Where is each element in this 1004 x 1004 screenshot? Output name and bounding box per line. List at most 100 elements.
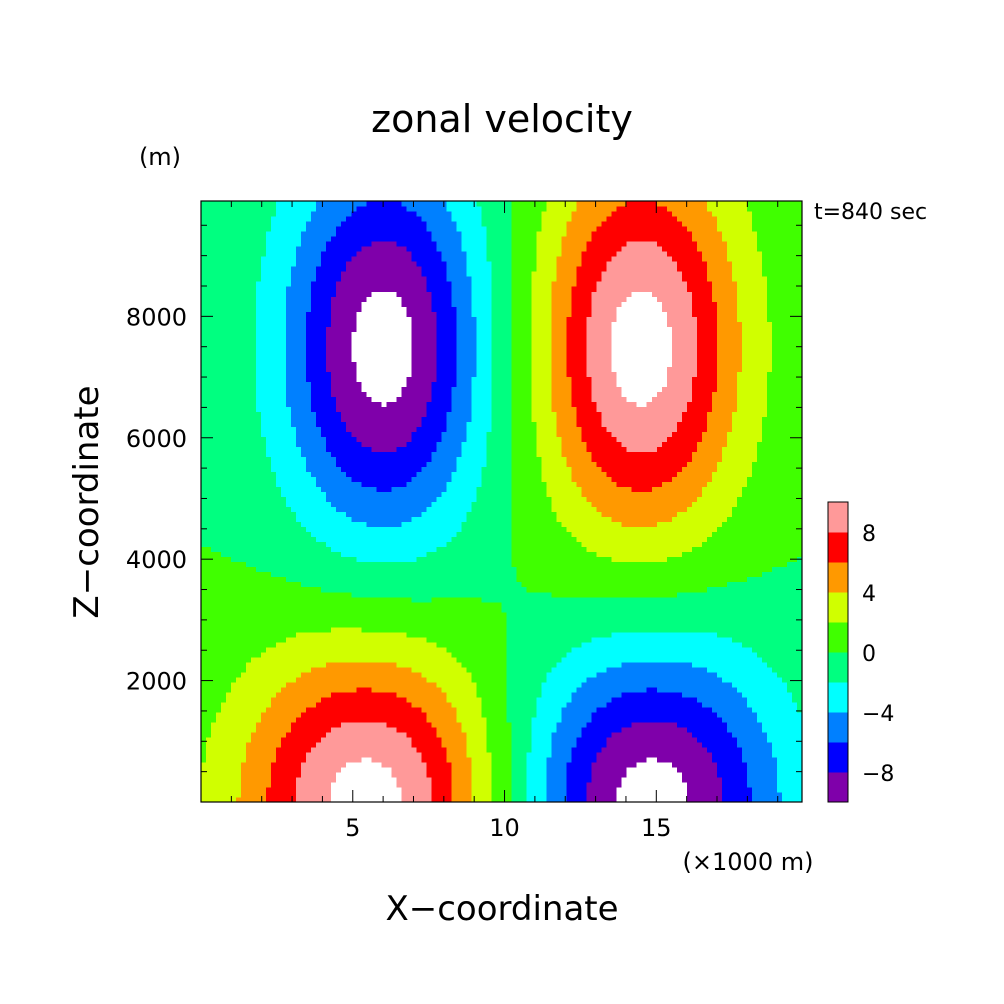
contour-cell: [346, 671, 352, 678]
contour-cell: [316, 216, 322, 222]
contour-cell: [221, 446, 227, 453]
contour-cell: [306, 281, 312, 287]
contour-cell: [286, 451, 292, 458]
contour-cell: [281, 526, 287, 533]
contour-cell: [276, 451, 282, 458]
contour-cell: [331, 346, 337, 352]
contour-cell: [376, 416, 382, 422]
contour-cell: [226, 586, 232, 593]
contour-cell: [341, 521, 347, 528]
contour-cell: [331, 316, 337, 322]
contour-cell: [216, 271, 222, 277]
contour-cell: [251, 696, 257, 703]
contour-cell: [331, 726, 337, 733]
contour-cell: [246, 726, 252, 733]
contour-cell: [256, 716, 262, 723]
contour-cell: [266, 486, 272, 493]
contour-cell: [216, 671, 222, 678]
contour-cell: [291, 616, 297, 623]
contour-cell: [386, 686, 392, 693]
contour-cell: [211, 491, 217, 498]
contour-cell: [296, 536, 302, 543]
contour-cell: [246, 566, 252, 573]
contour-cell: [256, 706, 262, 713]
contour-cell: [381, 376, 387, 382]
contour-cell: [366, 326, 372, 332]
contour-cell: [281, 606, 287, 613]
contour-cell: [306, 436, 312, 442]
contour-cell: [241, 721, 247, 728]
contour-cell: [221, 586, 227, 593]
contour-cell: [346, 621, 352, 628]
contour-cell: [376, 711, 382, 718]
contour-cell: [326, 696, 332, 703]
contour-cell: [311, 586, 317, 593]
contour-cell: [231, 336, 237, 342]
contour-cell: [236, 641, 242, 648]
contour-cell: [311, 546, 317, 553]
contour-cell: [336, 516, 342, 523]
contour-cell: [376, 771, 382, 778]
contour-cell: [331, 351, 337, 357]
contour-cell: [311, 311, 317, 317]
contour-cell: [211, 396, 217, 402]
contour-cell: [291, 656, 297, 663]
contour-cell: [201, 466, 207, 473]
contour-cell: [361, 766, 367, 773]
contour-cell: [266, 686, 272, 693]
contour-cell: [306, 681, 312, 688]
contour-cell: [376, 516, 382, 523]
contour-cell: [391, 681, 397, 688]
contour-cell: [346, 341, 352, 347]
contour-cell: [301, 266, 307, 272]
contour-cell: [216, 556, 222, 563]
contour-cell: [376, 506, 382, 513]
contour-cell: [336, 696, 342, 703]
contour-cell: [351, 626, 357, 633]
contour-cell: [246, 706, 252, 713]
contour-cell: [341, 631, 347, 638]
contour-cell: [291, 711, 297, 718]
contour-cell: [321, 711, 327, 718]
contour-cell: [201, 706, 207, 713]
contour-cell: [396, 741, 402, 748]
contour-cell: [221, 466, 227, 473]
contour-cell: [231, 556, 237, 563]
contour-cell: [236, 251, 242, 257]
contour-cell: [336, 551, 342, 558]
contour-cell: [341, 646, 347, 653]
contour-cell: [216, 386, 222, 392]
contour-cell: [386, 206, 392, 212]
contour-cell: [266, 436, 272, 442]
contour-cell: [371, 601, 377, 608]
contour-cell: [281, 781, 287, 788]
contour-cell: [256, 731, 262, 738]
contour-cell: [206, 516, 212, 523]
contour-cell: [401, 686, 407, 693]
contour-cell: [286, 731, 292, 738]
contour-cell: [221, 611, 227, 618]
contour-cell: [391, 351, 397, 357]
contour-cell: [261, 271, 267, 277]
contour-cell: [286, 241, 292, 247]
contour-cell: [371, 611, 377, 618]
contour-cell: [366, 496, 372, 503]
contour-cell: [201, 786, 207, 793]
contour-cell: [346, 436, 352, 442]
contour-cell: [201, 541, 207, 548]
contour-cell: [371, 471, 377, 478]
contour-cell: [261, 396, 267, 402]
contour-cell: [241, 216, 247, 222]
contour-cell: [306, 496, 312, 503]
contour-cell: [326, 676, 332, 683]
contour-cell: [256, 206, 262, 212]
contour-cell: [376, 216, 382, 222]
contour-cell: [231, 766, 237, 773]
contour-cell: [291, 226, 297, 232]
contour-cell: [381, 611, 387, 618]
contour-cell: [271, 321, 277, 327]
contour-cell: [231, 331, 237, 337]
contour-cell: [331, 546, 337, 553]
contour-cell: [201, 316, 207, 322]
contour-cell: [246, 306, 252, 312]
